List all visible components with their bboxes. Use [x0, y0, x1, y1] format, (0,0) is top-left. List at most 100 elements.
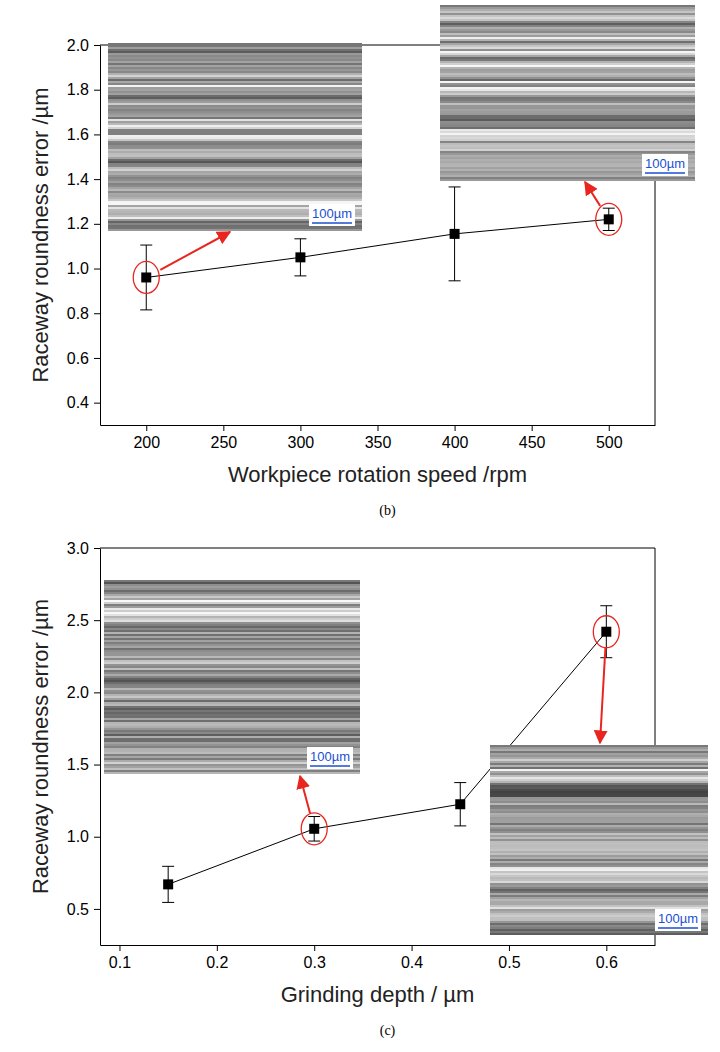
inset-stripe: [440, 5, 695, 7]
inset-stripe: [490, 875, 708, 877]
inset-stripe: [104, 670, 360, 672]
inset-stripe: [490, 879, 708, 881]
tick: 0.5: [67, 901, 100, 918]
inset-stripe: [490, 859, 708, 861]
tick-mark: [94, 313, 100, 314]
inset-stripe: [490, 889, 708, 891]
inset-stripe: [440, 133, 695, 135]
inset-stripe: [108, 87, 362, 89]
inset-stripe: [108, 91, 362, 93]
error-bar: [308, 817, 320, 842]
inset-stripe: [440, 45, 695, 47]
inset-stripe: [108, 101, 362, 103]
inset-stripe: [108, 73, 362, 75]
inset-stripe: [440, 83, 695, 85]
inset-stripe: [104, 688, 360, 690]
x-axis: 0.10.20.30.40.50.6: [101, 945, 656, 971]
inset-stripe: [104, 696, 360, 698]
tick: 0.2: [206, 945, 228, 971]
inset-stripe: [108, 113, 362, 115]
inset-stripe: [104, 604, 360, 606]
inset-stripe: [108, 117, 362, 119]
inset-stripe: [440, 115, 695, 117]
tick-mark: [94, 620, 100, 621]
inset-stripe: [108, 161, 362, 163]
inset-stripe: [104, 654, 360, 656]
inset-stripe: [104, 590, 360, 592]
inset-stripe: [108, 229, 362, 231]
error-bar: [449, 187, 461, 281]
inset-stripe: [440, 29, 695, 31]
inset-stripe: [108, 51, 362, 53]
inset-stripe: [104, 700, 360, 702]
inset-stripe: [440, 121, 695, 123]
inset-stripe: [440, 143, 695, 145]
inset-stripe: [440, 91, 695, 93]
tick: 1.0: [67, 828, 100, 845]
data-point: [163, 879, 173, 889]
inset-stripe: [440, 97, 695, 99]
x-axis-line: [101, 945, 656, 946]
inset-stripe: [490, 763, 708, 765]
tick-label: 1.4: [67, 171, 89, 188]
inset-stripe: [490, 855, 708, 857]
inset-stripe: [440, 113, 695, 115]
error-cap: [600, 657, 612, 658]
inset-stripe: [490, 789, 708, 791]
tick-mark: [606, 945, 607, 951]
inset-stripe: [440, 49, 695, 51]
inset-stripe: [490, 835, 708, 837]
inset-stripe: [490, 905, 708, 907]
inset-stripe: [108, 163, 362, 165]
tick-label: 250: [210, 434, 237, 451]
inset-stripe: [108, 159, 362, 161]
inset-stripe: [108, 185, 362, 187]
inset-stripe: [108, 201, 362, 203]
inset-stripe: [108, 167, 362, 169]
inset-stripe: [104, 610, 360, 612]
tick-mark: [532, 425, 533, 431]
tick-mark: [94, 692, 100, 693]
inset-stripe: [490, 857, 708, 859]
tick: 1.6: [67, 126, 100, 143]
inset-stripe: [108, 155, 362, 157]
inset-stripe: [104, 628, 360, 630]
inset-stripe: [440, 31, 695, 33]
inset-stripe: [104, 612, 360, 614]
scale-bar-label: 100µm: [312, 206, 352, 221]
inset-stripe: [490, 759, 708, 761]
inset-stripe: [104, 596, 360, 598]
tick-label: 300: [288, 434, 315, 451]
inset-stripe: [108, 145, 362, 147]
tick: 1.2: [67, 215, 100, 232]
inset-stripe: [108, 165, 362, 167]
tick-label: 200: [133, 434, 160, 451]
inset-stripe: [440, 39, 695, 41]
error-cap: [600, 605, 612, 606]
error-cap: [454, 782, 466, 783]
arrow: [600, 648, 605, 743]
inset-stripe: [108, 195, 362, 197]
inset-stripe: [108, 173, 362, 175]
inset-stripe: [104, 668, 360, 670]
inset-stripe: [490, 871, 708, 873]
data-point: [309, 824, 319, 834]
inset-stripe: [104, 730, 360, 732]
y-axis: 0.51.01.52.02.53.0: [67, 540, 101, 946]
tick-mark: [412, 945, 413, 951]
error-cap: [449, 280, 461, 281]
inset-stripe: [440, 85, 695, 87]
tick-label: 2.5: [67, 612, 89, 629]
inset-stripe: [104, 620, 360, 622]
inset-stripe: [490, 781, 708, 783]
arrow: [160, 232, 230, 270]
tick-label: 400: [442, 434, 469, 451]
tick-label: 0.6: [67, 350, 89, 367]
scale-bar: [658, 927, 698, 929]
inset-stripe: [108, 115, 362, 117]
data-point: [141, 272, 151, 282]
inset-stripe: [108, 89, 362, 91]
inset-stripe: [104, 684, 360, 686]
inset-stripe: [440, 101, 695, 103]
inset-stripe: [108, 149, 362, 151]
